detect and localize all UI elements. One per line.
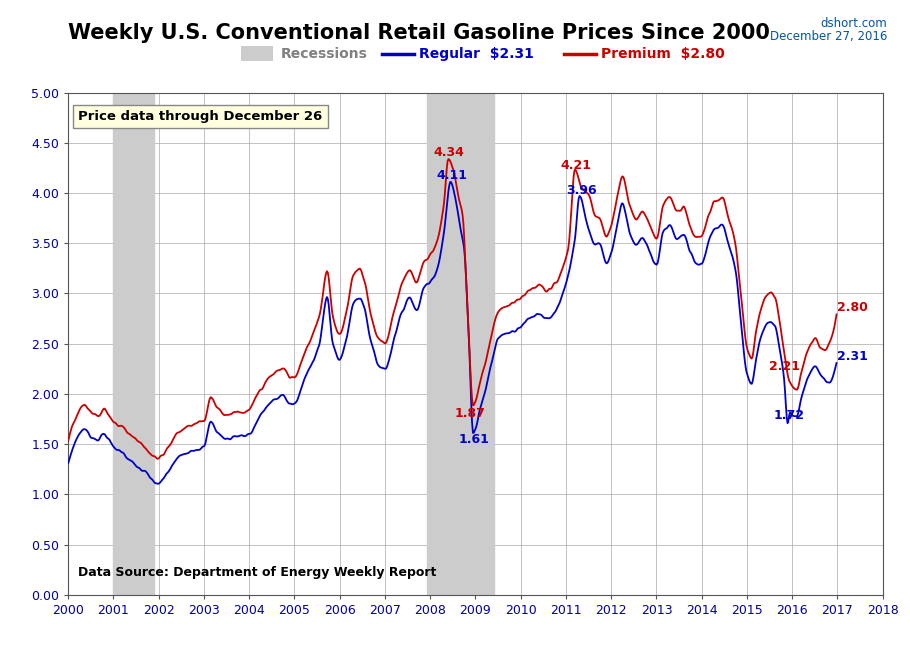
Text: dshort.com: dshort.com: [821, 17, 887, 30]
Text: 4.11: 4.11: [437, 169, 468, 182]
Text: Recessions: Recessions: [280, 46, 367, 61]
Text: 2.80: 2.80: [837, 301, 868, 313]
Text: December 27, 2016: December 27, 2016: [770, 30, 887, 43]
Text: 1.61: 1.61: [459, 433, 490, 446]
Text: Premium  $2.80: Premium $2.80: [601, 46, 724, 61]
Text: 4.34: 4.34: [434, 146, 465, 159]
Text: 1.72: 1.72: [774, 409, 804, 422]
Bar: [427, 93, 494, 595]
Text: 2.31: 2.31: [837, 350, 868, 363]
Text: Data Source: Department of Energy Weekly Report: Data Source: Department of Energy Weekly…: [78, 566, 437, 579]
Text: 2.21: 2.21: [769, 360, 800, 373]
Text: 3.96: 3.96: [567, 184, 597, 197]
Bar: [114, 93, 154, 595]
Text: 4.21: 4.21: [561, 159, 592, 172]
Text: 1.87: 1.87: [455, 407, 485, 420]
Text: Regular  $2.31: Regular $2.31: [419, 46, 533, 61]
Text: Price data through December 26: Price data through December 26: [78, 110, 322, 123]
Text: Weekly U.S. Conventional Retail Gasoline Prices Since 2000: Weekly U.S. Conventional Retail Gasoline…: [67, 23, 770, 43]
